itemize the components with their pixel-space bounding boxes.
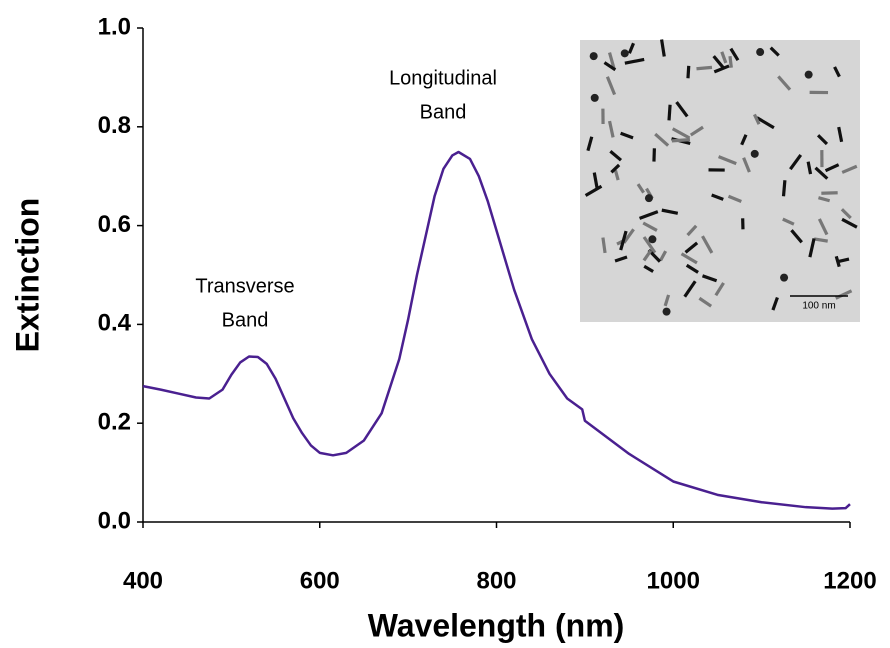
particle <box>591 94 599 102</box>
rod <box>730 56 731 67</box>
particle <box>590 52 598 60</box>
y-tick-label: 0.4 <box>98 310 132 337</box>
inset-image: 100 nm <box>580 39 860 322</box>
x-tick-label: 1200 <box>823 567 876 594</box>
annotation: Longitudinal <box>389 67 497 89</box>
rod <box>814 239 828 241</box>
annotation: Band <box>420 101 467 123</box>
particle <box>780 274 788 282</box>
chart: Wavelength (nm) Extinction 0.0 0.2 0.4 0.6 0… <box>0 0 890 648</box>
rod <box>672 140 690 141</box>
y-tick-label: 0.2 <box>98 409 131 436</box>
rod <box>821 193 837 194</box>
y-axis-title: Extinction <box>9 198 45 353</box>
annotation: Transverse <box>195 275 294 297</box>
y-tick-label: 0.0 <box>98 507 131 534</box>
x-tick-label: 1000 <box>647 567 700 594</box>
particle <box>751 150 759 158</box>
scale-label: 100 nm <box>802 301 835 312</box>
particle <box>621 49 629 57</box>
particle <box>805 71 813 79</box>
rod <box>784 180 785 196</box>
x-axis-title: Wavelength (nm) <box>368 607 625 643</box>
rod <box>603 238 605 253</box>
particle <box>756 48 764 56</box>
rod <box>696 67 711 68</box>
inset-background <box>580 40 860 322</box>
particle <box>663 308 671 316</box>
page: Wavelength (nm) Extinction 0.0 0.2 0.4 0.6 0… <box>0 0 890 648</box>
y-tick-label: 1.0 <box>98 13 131 40</box>
particle <box>648 235 656 243</box>
rod <box>688 66 689 78</box>
x-tick-label: 600 <box>300 567 340 594</box>
particle <box>645 194 653 202</box>
rod <box>669 105 670 121</box>
y-tick-label: 0.6 <box>98 211 131 238</box>
x-tick-label: 800 <box>476 567 516 594</box>
y-tick-label: 0.8 <box>98 112 131 139</box>
x-tick-label: 400 <box>123 567 163 594</box>
annotation: Band <box>222 309 269 331</box>
